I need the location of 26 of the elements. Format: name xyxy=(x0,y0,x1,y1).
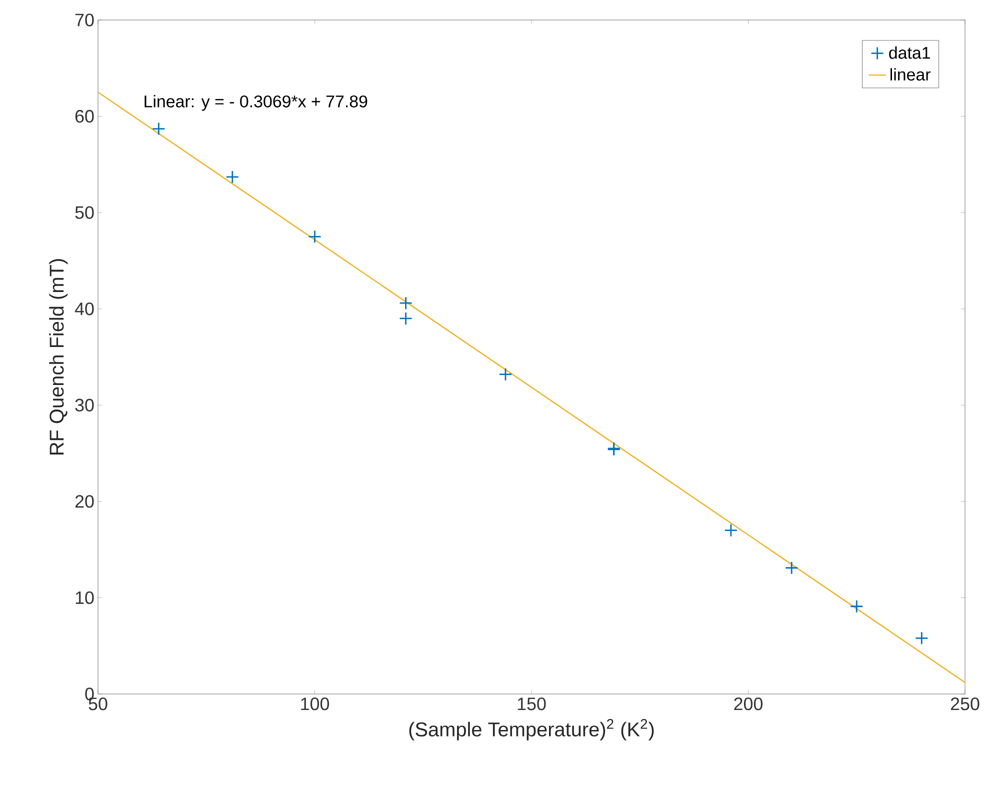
point xyxy=(724,524,738,538)
point xyxy=(399,312,412,326)
y-tick-label: 20 xyxy=(75,495,94,508)
y-axis-title: RF Quench Field (mT) xyxy=(49,259,68,454)
y-tick-label: 70 xyxy=(75,14,94,26)
legend-label: data1 xyxy=(889,46,930,59)
point xyxy=(152,122,166,136)
y-tick-label: 50 xyxy=(75,206,94,219)
point xyxy=(498,368,512,382)
legend-label: linear xyxy=(890,68,931,81)
y-tick-label: 10 xyxy=(76,591,94,604)
point xyxy=(308,230,322,244)
point xyxy=(784,561,798,575)
point xyxy=(399,296,412,310)
annotation: Linear: y = - 0.3069*x + 77.89 xyxy=(144,95,368,111)
y-tick-label: 40 xyxy=(74,302,94,316)
y-tick-label: 60 xyxy=(75,110,94,123)
point xyxy=(226,170,240,184)
x-tick-label: 100 xyxy=(301,698,330,710)
point xyxy=(850,600,864,614)
point xyxy=(914,631,928,645)
x-axis-title: (Sample Temperature)$^{2}$ (K$^{2}$) xyxy=(409,719,654,740)
x-tick-label: 250 xyxy=(950,698,980,710)
y-tick-label: 30 xyxy=(75,398,94,412)
x-tick-label: 200 xyxy=(734,698,763,710)
x-tick-label: 150 xyxy=(518,698,546,710)
